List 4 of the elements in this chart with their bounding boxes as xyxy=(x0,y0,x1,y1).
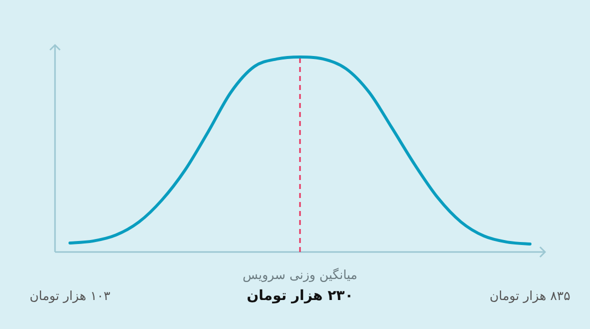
x-tick-label: ۱۰۳ هزار تومان xyxy=(30,288,111,304)
x-tick-label: ۸۳۵ هزار تومان xyxy=(490,288,571,304)
ref-line-label: میانگین وزنی سرویس xyxy=(242,267,358,283)
x-tick-label: ۲۳۰ هزار تومان xyxy=(246,288,354,304)
